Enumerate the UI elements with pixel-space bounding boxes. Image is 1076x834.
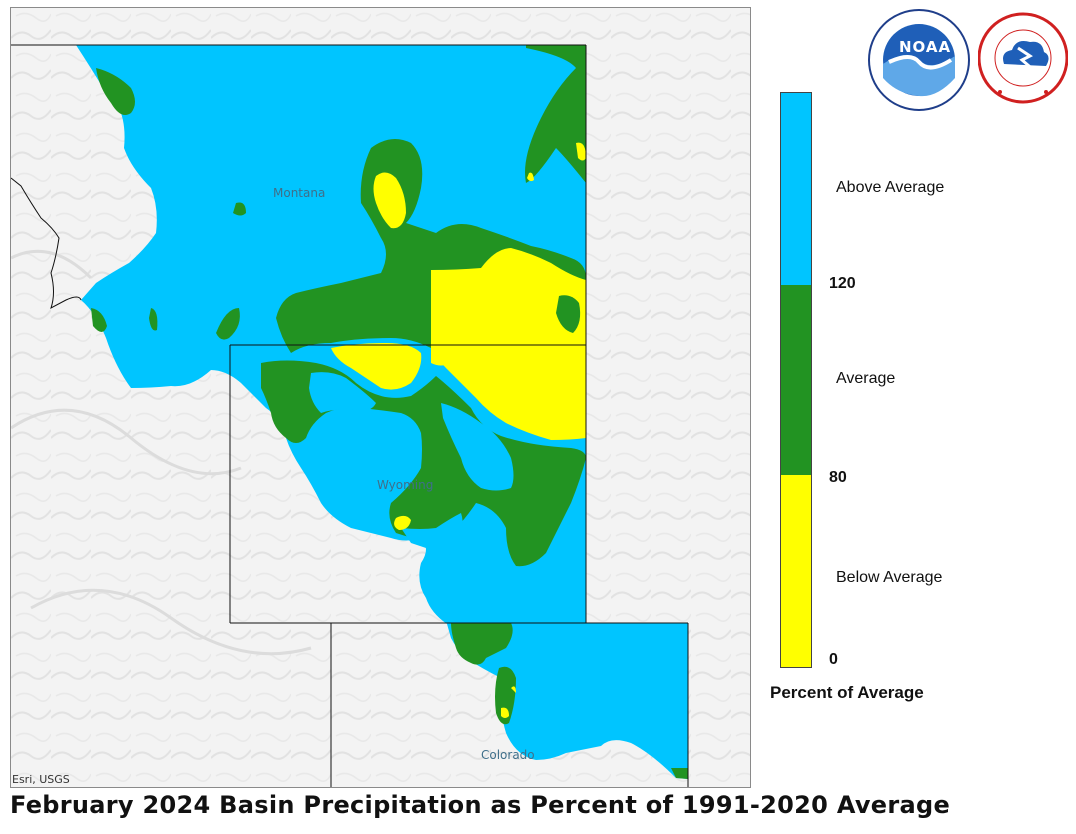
nws-emblem-icon xyxy=(977,12,1069,104)
noaa-emblem-icon xyxy=(868,9,970,111)
legend-tick-0: 0 xyxy=(829,651,838,668)
legend-tick-120: 120 xyxy=(829,275,856,292)
region-average-island xyxy=(556,295,581,333)
legend-swatch-below xyxy=(781,475,811,667)
map-canvas xyxy=(11,8,750,787)
legend-title: Percent of Average xyxy=(770,683,924,702)
state-label-colorado: Colorado xyxy=(481,748,535,762)
state-label-wyoming: Wyoming xyxy=(377,478,434,492)
nws-logo[interactable] xyxy=(977,8,1069,108)
region-above-average xyxy=(76,45,688,779)
map-title: February 2024 Basin Precipitation as Per… xyxy=(10,791,951,819)
basin-precip-map[interactable]: Montana Wyoming Colorado xyxy=(10,7,751,788)
legend-swatch-average xyxy=(781,285,811,475)
legend-color-bar xyxy=(780,92,812,668)
map-attribution: Esri, USGS xyxy=(12,773,70,786)
legend-label-average: Average xyxy=(836,370,896,387)
noaa-wordmark: NOAA xyxy=(899,38,952,56)
region-above-average-pockets xyxy=(309,372,514,555)
state-borders xyxy=(11,44,689,787)
legend-swatch-above xyxy=(781,93,811,285)
noaa-logo[interactable]: NOAA xyxy=(867,8,971,112)
legend-label-above: Above Average xyxy=(836,179,945,196)
legend-tick-80: 80 xyxy=(829,469,847,486)
legend-label-below: Below Average xyxy=(836,569,943,586)
state-label-montana: Montana xyxy=(273,186,326,200)
